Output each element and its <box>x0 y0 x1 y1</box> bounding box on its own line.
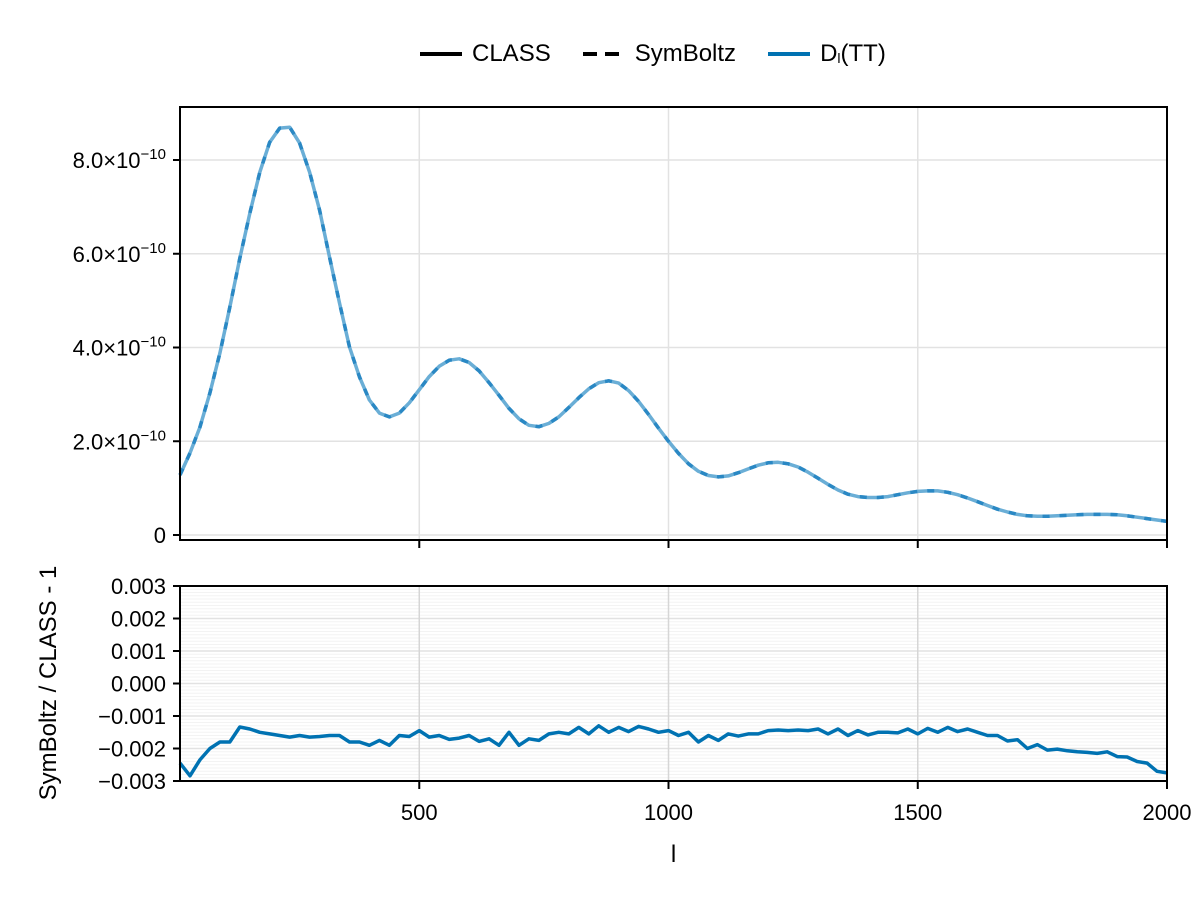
y-tick-label: −0.001 <box>98 704 166 729</box>
x-tick-label: 500 <box>401 800 438 825</box>
y-tick-label: 4.0×10−10 <box>73 334 166 361</box>
x-tick-label: 1500 <box>893 800 942 825</box>
y-tick-label: 0.000 <box>111 672 166 697</box>
y-tick-label: 0.001 <box>111 639 166 664</box>
solid-line-icon <box>420 52 462 56</box>
legend-label-class: CLASS <box>472 40 551 67</box>
legend: CLASS SymBoltz Dl(TT) <box>420 36 918 72</box>
y-tick-label: 8.0×10−10 <box>73 146 166 173</box>
y-axis-label: SymBoltz / CLASS - 1 <box>35 566 62 801</box>
class-line <box>178 125 1168 524</box>
legend-label-dl-sub: l <box>837 50 841 66</box>
dashed-line-icon <box>582 52 625 56</box>
x-tick-label: 1000 <box>644 800 693 825</box>
x-axis-label: l <box>671 841 676 868</box>
legend-label-dl-main: D <box>820 40 838 67</box>
y-tick-label: 0 <box>154 523 166 548</box>
bottom-panel-residual: −0.003 −0.002 −0.001 0.000 0.001 0.002 0.003 50… <box>35 566 1191 868</box>
x-tick-label: 2000 <box>1143 800 1192 825</box>
y-tick-label: 6.0×10−10 <box>73 240 166 267</box>
legend-label-dl-rest: (TT) <box>840 40 886 67</box>
y-tick-label: −0.003 <box>98 769 166 794</box>
legend-item-class: CLASS <box>420 40 551 68</box>
y-tick-label: 2.0×10−10 <box>73 427 166 454</box>
y-tick-label: 0.003 <box>111 574 166 599</box>
top-plot-frame <box>179 106 1168 541</box>
y-tick-label: 0.002 <box>111 607 166 632</box>
legend-item-dl-tt: Dl(TT) <box>768 40 886 68</box>
residual-line <box>178 724 1168 778</box>
top-panel-spectrum: 0 2.0×10−10 4.0×10−10 6.0×10−10 8.0×10−10 <box>73 106 1168 548</box>
symboltz-dashed-line <box>178 125 1168 524</box>
y-tick-label: −0.002 <box>98 737 166 762</box>
legend-label-dl-tt: Dl(TT) <box>820 40 886 68</box>
blue-line-icon <box>768 52 811 56</box>
legend-label-symboltz: SymBoltz <box>634 40 737 67</box>
legend-item-symboltz: SymBoltz <box>582 40 737 68</box>
